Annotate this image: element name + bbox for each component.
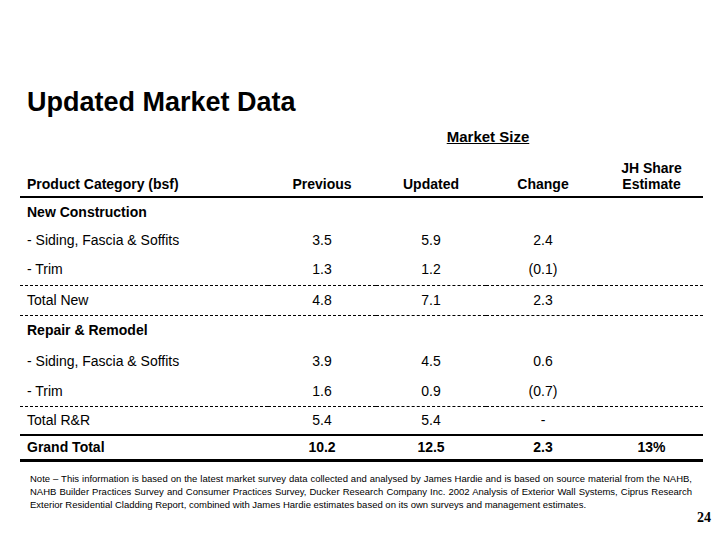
change-cell: 2.4 — [486, 225, 600, 254]
footnote: Note – This information is based on the … — [30, 472, 692, 511]
updated-cell: 5.9 — [376, 225, 486, 254]
change-cell: - — [486, 406, 600, 435]
table-header-row: Product Category (bsf) Previous Updated … — [20, 153, 703, 197]
previous-cell: 4.8 — [268, 285, 376, 315]
page-number: 24 — [697, 510, 711, 526]
row-label-cell: Total New — [20, 285, 268, 315]
jh-share-cell — [600, 197, 703, 225]
table-row-total-new: Total New 4.8 7.1 2.3 — [20, 285, 703, 315]
column-header-previous: Previous — [268, 153, 376, 197]
previous-cell: 10.2 — [268, 435, 376, 460]
updated-cell: 4.5 — [376, 345, 486, 377]
updated-cell: 7.1 — [376, 285, 486, 315]
updated-cell — [376, 315, 486, 345]
slide-title: Updated Market Data — [27, 86, 296, 118]
change-cell: (0.7) — [486, 377, 600, 406]
row-label-cell: New Construction — [20, 197, 268, 225]
previous-cell: 3.9 — [268, 345, 376, 377]
change-cell: (0.1) — [486, 254, 600, 285]
change-cell: 2.3 — [486, 435, 600, 460]
column-header-updated: Updated — [376, 153, 486, 197]
presentation-slide: Updated Market Data Market Size Product … — [0, 0, 720, 540]
table-row-total-rr: Total R&R 5.4 5.4 - — [20, 406, 703, 435]
jh-share-cell — [600, 315, 703, 345]
previous-cell — [268, 197, 376, 225]
table-row: - Siding, Fascia & Soffits 3.9 4.5 0.6 — [20, 345, 703, 377]
column-header-change: Change — [486, 153, 600, 197]
jh-share-cell — [600, 285, 703, 315]
change-cell — [486, 315, 600, 345]
table-row: - Siding, Fascia & Soffits 3.5 5.9 2.4 — [20, 225, 703, 254]
market-size-group-header: Market Size — [376, 128, 600, 145]
jh-share-cell — [600, 345, 703, 377]
change-cell: 0.6 — [486, 345, 600, 377]
row-label-cell: Repair & Remodel — [20, 315, 268, 345]
previous-cell: 5.4 — [268, 406, 376, 435]
table-row-section-new-construction: New Construction — [20, 197, 703, 225]
updated-cell: 1.2 — [376, 254, 486, 285]
change-cell: 2.3 — [486, 285, 600, 315]
column-header-product-category: Product Category (bsf) — [20, 153, 268, 197]
table-row: - Trim 1.3 1.2 (0.1) — [20, 254, 703, 285]
previous-cell: 1.3 — [268, 254, 376, 285]
row-label-cell: Grand Total — [20, 435, 268, 460]
table-row-section-repair-remodel: Repair & Remodel — [20, 315, 703, 345]
row-label-cell: - Trim — [20, 254, 268, 285]
jh-share-cell — [600, 225, 703, 254]
previous-cell: 3.5 — [268, 225, 376, 254]
updated-cell — [376, 197, 486, 225]
row-label-cell: - Trim — [20, 377, 268, 406]
previous-cell — [268, 315, 376, 345]
row-label-cell: Total R&R — [20, 406, 268, 435]
jh-share-cell — [600, 377, 703, 406]
row-label-cell: - Siding, Fascia & Soffits — [20, 345, 268, 377]
change-cell — [486, 197, 600, 225]
column-header-jh-share-estimate: JH Share Estimate — [600, 153, 703, 197]
jh-share-cell — [600, 254, 703, 285]
jh-share-cell: 13% — [600, 435, 703, 460]
table-row: - Trim 1.6 0.9 (0.7) — [20, 377, 703, 406]
market-data-table: Product Category (bsf) Previous Updated … — [20, 153, 703, 462]
previous-cell: 1.6 — [268, 377, 376, 406]
row-label-cell: - Siding, Fascia & Soffits — [20, 225, 268, 254]
updated-cell: 0.9 — [376, 377, 486, 406]
updated-cell: 12.5 — [376, 435, 486, 460]
updated-cell: 5.4 — [376, 406, 486, 435]
table-row-grand-total: Grand Total 10.2 12.5 2.3 13% — [20, 435, 703, 460]
jh-share-cell — [600, 406, 703, 435]
